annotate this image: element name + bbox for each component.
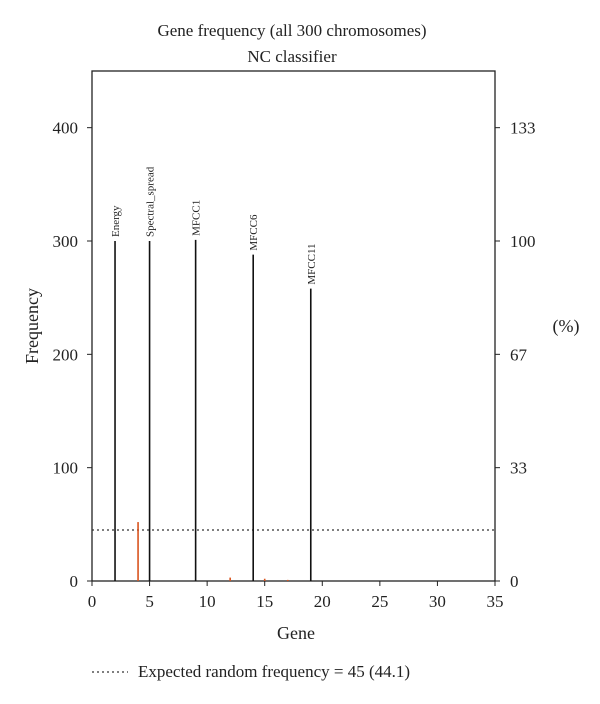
x-tick-label: 0 — [88, 592, 97, 611]
y2-axis-ticks: 0 33 67 100 133 — [495, 119, 536, 591]
x-tick-label: 30 — [429, 592, 446, 611]
bars-group — [114, 239, 312, 581]
chart-title: Gene frequency (all 300 chromosomes) — [157, 21, 426, 40]
y2-tick-label: 100 — [510, 232, 536, 251]
y-axis-label: Frequency — [22, 288, 42, 364]
y-tick-label: 0 — [70, 572, 79, 591]
y2-tick-label: 133 — [510, 119, 536, 138]
x-tick-label: 25 — [371, 592, 388, 611]
bar-label-mfcc11: MFCC11 — [306, 243, 318, 284]
y-tick-label: 200 — [53, 345, 79, 364]
y-tick-label: 100 — [53, 459, 79, 478]
bar-label-mfcc1: MFCC1 — [191, 200, 203, 236]
x-tick-label: 10 — [199, 592, 216, 611]
y2-tick-label: 0 — [510, 572, 519, 591]
y2-tick-label: 67 — [510, 345, 528, 364]
x-tick-label: 35 — [487, 592, 504, 611]
chart-subtitle: NC classifier — [247, 47, 337, 66]
y2-axis-label: (%) — [553, 316, 580, 337]
x-axis-ticks: 0 5 10 15 20 25 30 35 — [88, 581, 504, 611]
legend-text: Expected random frequency = 45 (44.1) — [138, 662, 410, 681]
bar-labels-group: Energy Spectral_spread MFCC1 MFCC6 MFCC11 — [110, 166, 318, 284]
bar-label-energy: Energy — [110, 205, 122, 237]
y-axis-ticks: 0 100 200 300 400 — [53, 119, 92, 591]
bar-label-mfcc6: MFCC6 — [248, 214, 260, 251]
y-tick-label: 400 — [53, 119, 79, 138]
x-tick-label: 5 — [145, 592, 154, 611]
y2-tick-label: 33 — [510, 459, 527, 478]
plot-frame — [91, 70, 496, 582]
bar-label-spectral-spread: Spectral_spread — [145, 166, 157, 237]
x-tick-label: 15 — [256, 592, 273, 611]
y-tick-label: 300 — [53, 232, 79, 251]
x-axis-label: Gene — [277, 623, 315, 643]
x-tick-label: 20 — [314, 592, 331, 611]
